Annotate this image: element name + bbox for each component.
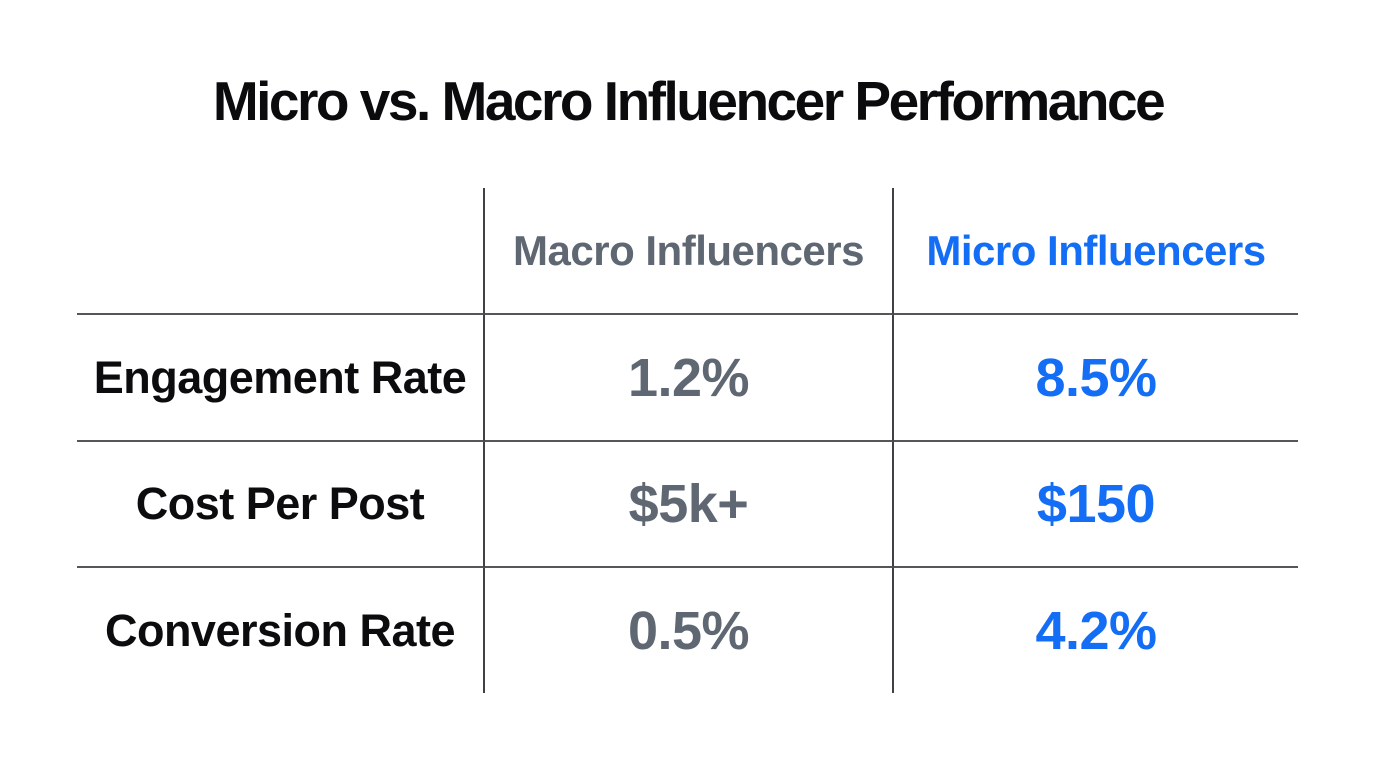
value-engagement-rate-macro: 1.2% xyxy=(485,315,894,442)
row-label-conversion-rate: Conversion Rate xyxy=(77,568,485,693)
comparison-table: Macro Influencers Micro Influencers Enga… xyxy=(77,188,1298,693)
page-title: Micro vs. Macro Influencer Performance xyxy=(212,70,1166,132)
value-engagement-rate-micro: 8.5% xyxy=(894,315,1298,442)
row-label-cost-per-post: Cost Per Post xyxy=(77,442,485,568)
column-header-micro-influencers: Micro Influencers xyxy=(894,188,1298,315)
row-label-engagement-rate: Engagement Rate xyxy=(77,315,485,442)
column-header-macro-influencers: Macro Influencers xyxy=(485,188,894,315)
value-cost-per-post-macro: $5k+ xyxy=(485,442,894,568)
table-corner-cell xyxy=(77,188,485,315)
value-conversion-rate-macro: 0.5% xyxy=(485,568,894,693)
value-cost-per-post-micro: $150 xyxy=(894,442,1298,568)
value-conversion-rate-micro: 4.2% xyxy=(1035,600,1157,661)
